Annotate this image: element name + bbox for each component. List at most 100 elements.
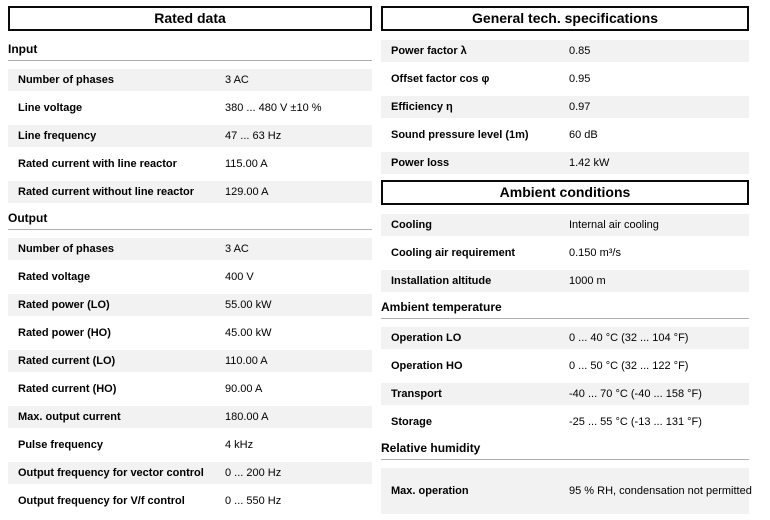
spec-label: Max. operation [391,484,469,497]
left-column: Rated data Input Number of phases 3 AC Line … [8,6,372,520]
section-title: Relative humidity [381,439,749,460]
spec-label: Power factor λ [391,44,467,57]
spec-label: Pulse frequency [18,438,103,451]
spec-label: Rated current (LO) [18,354,116,367]
spec-value: 0.85 [569,44,591,57]
spec-value: 115.00 A [225,157,268,170]
spec-label: Transport [391,387,442,400]
spec-row: Output frequency for vector control 0 ...… [8,462,372,484]
spec-row: Line voltage 380 ... 480 V ±10 % [8,97,372,119]
spec-value: 0.150 m³/s [569,246,621,259]
spec-section: Relative humidity Max. operation 95 % RH, … [381,439,752,514]
spec-row: Rated power (HO) 45.00 kW [8,322,372,344]
spec-value: 90.00 A [225,382,263,395]
spec-label: Rated current with line reactor [18,157,177,170]
spec-value: 3 AC [225,73,249,86]
spec-label: Rated voltage [18,270,91,283]
right-column: General tech. specifications Power factor… [381,6,752,520]
spec-label: Line frequency [18,129,97,142]
spec-value: 380 ... 480 V ±10 % [225,101,322,114]
spec-row: Rated power (LO) 55.00 kW [8,294,372,316]
spec-row: Cooling Internal air cooling [381,214,749,236]
spec-row: Number of phases 3 AC [8,238,372,260]
spec-row: Offset factor cos φ 0.95 [381,68,749,90]
spec-label: Output frequency for V/f control [18,494,185,507]
spec-value: 1000 m [569,274,606,287]
section-title: Ambient temperature [381,298,749,319]
spec-value: 0 ... 50 °C (32 ... 122 °F) [569,359,689,372]
spec-section: Ambient temperature Operation LO 0 ... 40 … [381,298,749,433]
spec-value: 129.00 A [225,185,269,198]
spec-section: Input Number of phases 3 AC Line voltage 380… [8,40,372,203]
spec-label: Operation HO [391,359,463,372]
spec-value: 0 ... 200 Hz [225,466,282,479]
spec-row: Rated current without line reactor 129.00… [8,181,372,203]
spec-row: Installation altitude 1000 m [381,270,749,292]
spec-label: Rated power (LO) [18,298,110,311]
spec-label: Installation altitude [391,274,492,287]
spec-value: 4 kHz [225,438,254,451]
spec-value: -25 ... 55 °C (-13 ... 131 °F) [569,415,702,428]
spec-value: 1.42 kW [569,156,610,169]
spec-row: Efficiency η 0.97 [381,96,749,118]
spec-value: 110.00 A [225,354,268,367]
spec-value: 47 ... 63 Hz [225,129,282,142]
spec-label: Sound pressure level (1m) [391,128,529,141]
spec-label: Power loss [391,156,450,169]
spec-label: Cooling air requirement [391,246,516,259]
spec-row: Line frequency 47 ... 63 Hz [8,125,372,147]
spec-row: Operation LO 0 ... 40 °C (32 ... 104 °F) [381,327,749,349]
spec-section: Cooling Internal air cooling Cooling air r… [381,214,749,292]
spec-row: Cooling air requirement 0.150 m³/s [381,242,749,264]
spec-row: Transport -40 ... 70 °C (-40 ... 158 °F) [381,383,749,405]
spec-value: 180.00 A [225,410,269,423]
spec-label: Cooling [391,218,432,231]
spec-value: -40 ... 70 °C (-40 ... 158 °F) [569,387,702,400]
spec-value: 95 % RH, condensation not permitted [569,484,752,497]
spec-value: 45.00 kW [225,326,272,339]
spec-label: Rated current (HO) [18,382,117,395]
spec-label: Number of phases [18,73,114,86]
spec-value: 55.00 kW [225,298,272,311]
spec-value: 0.95 [569,72,591,85]
spec-label: Max. output current [18,410,121,423]
spec-row: Max. operation 95 % RH, condensation not … [381,468,752,514]
spec-section: Output Number of phases 3 AC Rated voltage 4… [8,209,372,512]
spec-label: Storage [391,415,432,428]
spec-label: Operation LO [391,331,462,344]
section-title: Output [8,209,372,230]
spec-label: Rated power (HO) [18,326,111,339]
spec-row: Output frequency for V/f control 0 ... 55… [8,490,372,512]
spec-row: Max. output current 180.00 A [8,406,372,428]
spec-label: Output frequency for vector control [18,466,204,479]
spec-section: Power factor λ 0.85 Offset factor cos φ 0.9… [381,40,749,174]
spec-value: 0 ... 40 °C (32 ... 104 °F) [569,331,689,344]
spec-value: 60 dB [569,128,598,141]
spec-value: 3 AC [225,242,249,255]
spec-label: Efficiency η [391,100,453,113]
spec-row: Power factor λ 0.85 [381,40,749,62]
spec-row: Rated current (HO) 90.00 A [8,378,372,400]
spec-label: Rated current without line reactor [18,185,195,198]
spec-label: Line voltage [18,101,83,114]
spec-row: Rated current with line reactor 115.00 A [8,153,372,175]
spec-value: 0.97 [569,100,591,113]
spec-row: Pulse frequency 4 kHz [8,434,372,456]
spec-label: Offset factor cos φ [391,72,490,85]
section-title: Input [8,40,372,61]
spec-value: 0 ... 550 Hz [225,494,282,507]
panel-header: Rated data [8,6,372,31]
spec-value: 400 V [225,270,254,283]
spec-row: Rated current (LO) 110.00 A [8,350,372,372]
spec-row: Operation HO 0 ... 50 °C (32 ... 122 °F) [381,355,749,377]
spec-row: Storage -25 ... 55 °C (-13 ... 131 °F) [381,411,749,433]
spec-row: Sound pressure level (1m) 60 dB [381,124,749,146]
spec-row: Rated voltage 400 V [8,266,372,288]
panel-header: Ambient conditions [381,180,749,205]
panel-header: General tech. specifications [381,6,749,31]
spec-value: Internal air cooling [569,218,659,231]
spec-row: Power loss 1.42 kW [381,152,749,174]
spec-label: Number of phases [18,242,114,255]
spec-row: Number of phases 3 AC [8,69,372,91]
